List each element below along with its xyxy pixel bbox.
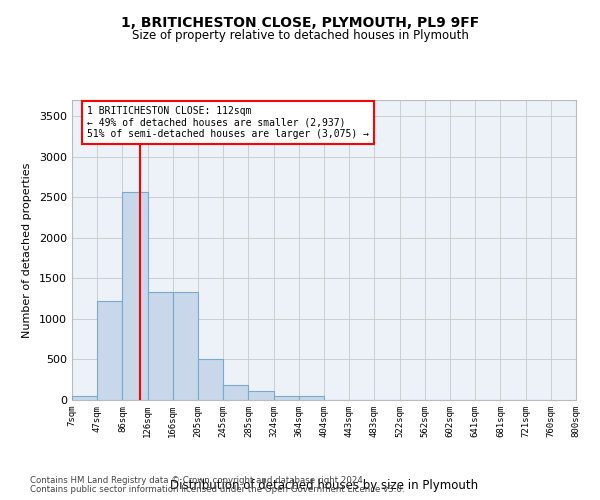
Bar: [223, 384, 248, 400]
Bar: [72, 396, 97, 400]
X-axis label: Distribution of detached houses by size in Plymouth: Distribution of detached houses by size …: [170, 479, 478, 492]
Bar: [299, 396, 324, 400]
Bar: [122, 192, 148, 400]
Text: 1 BRITICHESTON CLOSE: 112sqm
← 49% of detached houses are smaller (2,937)
51% of: 1 BRITICHESTON CLOSE: 112sqm ← 49% of de…: [87, 106, 369, 139]
Text: 1, BRITICHESTON CLOSE, PLYMOUTH, PL9 9FF: 1, BRITICHESTON CLOSE, PLYMOUTH, PL9 9FF: [121, 16, 479, 30]
Bar: [198, 360, 223, 400]
Bar: [148, 292, 173, 400]
Text: Size of property relative to detached houses in Plymouth: Size of property relative to detached ho…: [131, 28, 469, 42]
Text: Contains public sector information licensed under the Open Government Licence v3: Contains public sector information licen…: [30, 485, 404, 494]
Bar: [248, 392, 274, 400]
Text: Contains HM Land Registry data © Crown copyright and database right 2024.: Contains HM Land Registry data © Crown c…: [30, 476, 365, 485]
Y-axis label: Number of detached properties: Number of detached properties: [22, 162, 32, 338]
Bar: [97, 301, 122, 400]
Bar: [274, 396, 299, 400]
Bar: [173, 292, 198, 400]
